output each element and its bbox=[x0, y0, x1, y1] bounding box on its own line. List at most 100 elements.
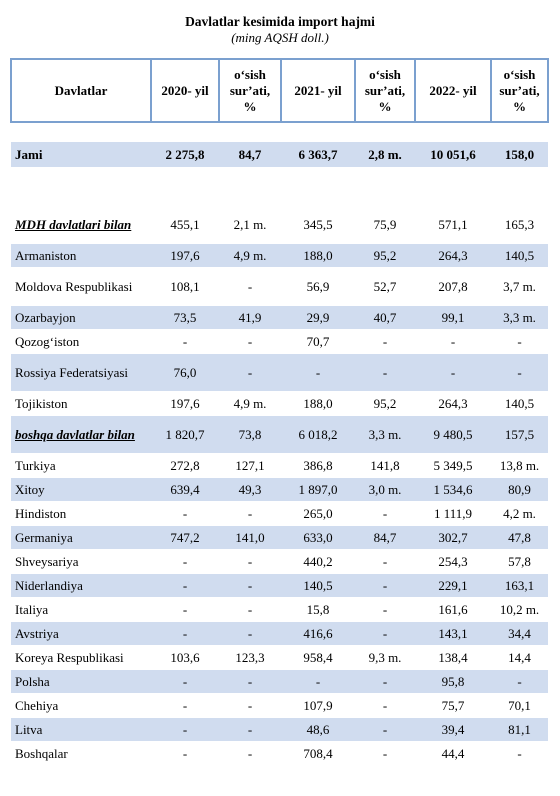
cell-growth-2022: - bbox=[491, 353, 548, 392]
spacer-row bbox=[11, 168, 548, 188]
header-2022: 2022- yil bbox=[414, 58, 492, 123]
total-2020: 2 275,8 bbox=[151, 142, 219, 168]
header-2021: 2021- yil bbox=[280, 58, 356, 123]
cell-value-2022: 75,7 bbox=[415, 693, 491, 718]
group-row: MDH davlatlari bilan 455,1 2,1 m. 345,5 75,9… bbox=[11, 206, 548, 244]
table-row: Italiya - -15,8-161,6 10,2 m. bbox=[11, 597, 548, 622]
cell-growth-2020: 2,1 m. bbox=[219, 206, 281, 244]
cell-value-2022: 302,7 bbox=[415, 525, 491, 550]
cell-value-2020: - bbox=[151, 693, 219, 718]
cell-value-2020: - bbox=[151, 573, 219, 598]
cell-growth-2020: - bbox=[219, 329, 281, 354]
cell-growth-2022: 13,8 m. bbox=[491, 453, 548, 478]
spacer-row bbox=[11, 122, 548, 142]
cell-value-2021: 140,5 bbox=[281, 573, 355, 598]
spacer-row bbox=[11, 187, 548, 206]
table-row: Boshqalar - -708,4-44,4- bbox=[11, 741, 548, 766]
cell-value-2022: 95,8 bbox=[415, 669, 491, 694]
cell-value-2022: 9 480,5 bbox=[415, 415, 491, 454]
cell-value-2021: - bbox=[281, 669, 355, 694]
cell-growth-2020: - bbox=[219, 717, 281, 742]
cell-growth-2021: 9,3 m. bbox=[355, 645, 415, 670]
table-row: Niderlandiya - -140,5-229,1 163,1 bbox=[11, 573, 548, 598]
cell-value-2020: 1 820,7 bbox=[151, 415, 219, 454]
cell-growth-2022: 47,8 bbox=[491, 525, 548, 550]
cell-value-2022: - bbox=[415, 329, 491, 354]
cell-growth-2022: - bbox=[491, 329, 548, 354]
cell-value-2020: - bbox=[151, 501, 219, 526]
cell-value-2020: - bbox=[151, 741, 219, 766]
cell-growth-2021: 95,2 bbox=[355, 391, 415, 416]
table-subtitle: (ming AQSH doll.) bbox=[231, 30, 329, 45]
cell-growth-2021: 52,7 bbox=[355, 267, 415, 306]
cell-value-2020: - bbox=[151, 597, 219, 622]
cell-country: Koreya Respublikasi bbox=[11, 645, 151, 670]
cell-growth-2022: 10,2 m. bbox=[491, 597, 548, 622]
cell-value-2022: 161,6 bbox=[415, 597, 491, 622]
table-row: Armaniston 197,6 4,9 m. 188,0 95,2 264,3 140,5 bbox=[11, 243, 548, 268]
cell-value-2022: 5 349,5 bbox=[415, 453, 491, 478]
cell-growth-2022: 81,1 bbox=[491, 717, 548, 742]
cell-country: Moldova Respublikasi bbox=[11, 267, 151, 306]
cell-growth-2021: 3,0 m. bbox=[355, 477, 415, 502]
table-row: Avstriya - -416,6-143,1 34,4 bbox=[11, 621, 548, 646]
cell-country: Hindiston bbox=[11, 501, 151, 526]
table-row: Germaniya 747,2 141,0 633,0 84,7 302,7 47,8 bbox=[11, 525, 548, 550]
cell-growth-2022: 80,9 bbox=[491, 477, 548, 502]
total-2022: 10 051,6 bbox=[415, 142, 491, 168]
cell-growth-2022: 140,5 bbox=[491, 391, 548, 416]
cell-growth-2022: 34,4 bbox=[491, 621, 548, 646]
total-growth-2021: 2,8 m. bbox=[355, 142, 415, 168]
cell-growth-2021: 75,9 bbox=[355, 206, 415, 244]
cell-value-2021: 6 018,2 bbox=[281, 415, 355, 454]
table-row: Tojikiston 197,6 4,9 m. 188,0 95,2 264,3 140,5 bbox=[11, 391, 548, 416]
cell-value-2021: 70,7 bbox=[281, 329, 355, 354]
cell-growth-2022: - bbox=[491, 669, 548, 694]
table-row: Chehiya - -107,9-75,7 70,1 bbox=[11, 693, 548, 718]
cell-growth-2020: 4,9 m. bbox=[219, 243, 281, 268]
table-row: Xitoy 639,4 49,3 1 897,0 3,0 m. 1 534,6 80,9 bbox=[11, 477, 548, 502]
cell-country: Ozarbayjon bbox=[11, 305, 151, 330]
cell-value-2020: - bbox=[151, 549, 219, 574]
cell-growth-2022: 70,1 bbox=[491, 693, 548, 718]
cell-growth-2022: 140,5 bbox=[491, 243, 548, 268]
cell-value-2022: 99,1 bbox=[415, 305, 491, 330]
cell-country: boshqa davlatlar bilan bbox=[11, 415, 151, 454]
cell-value-2022: 229,1 bbox=[415, 573, 491, 598]
header-2020: 2020- yil bbox=[150, 58, 220, 123]
cell-growth-2021: - bbox=[355, 549, 415, 574]
cell-growth-2021: 95,2 bbox=[355, 243, 415, 268]
cell-growth-2021: - bbox=[355, 353, 415, 392]
cell-growth-2020: - bbox=[219, 549, 281, 574]
cell-growth-2021: - bbox=[355, 329, 415, 354]
cell-growth-2021: 3,3 m. bbox=[355, 415, 415, 454]
cell-value-2022: 254,3 bbox=[415, 549, 491, 574]
cell-growth-2020: - bbox=[219, 573, 281, 598]
cell-country: Italiya bbox=[11, 597, 151, 622]
table-row: Moldova Respublikasi 108,1-56,9 52,7 207,8 3… bbox=[11, 267, 548, 306]
cell-value-2021: 708,4 bbox=[281, 741, 355, 766]
cell-value-2021: 345,5 bbox=[281, 206, 355, 244]
cell-growth-2020: 127,1 bbox=[219, 453, 281, 478]
cell-value-2020: 197,6 bbox=[151, 243, 219, 268]
cell-country: Litva bbox=[11, 717, 151, 742]
table-row: Rossiya Federatsiyasi 76,0- - - - - bbox=[11, 353, 548, 392]
cell-growth-2020: - bbox=[219, 501, 281, 526]
cell-country: Qozog‘iston bbox=[11, 329, 151, 354]
cell-value-2022: 143,1 bbox=[415, 621, 491, 646]
cell-value-2020: 197,6 bbox=[151, 391, 219, 416]
cell-value-2022: 39,4 bbox=[415, 717, 491, 742]
cell-growth-2021: 84,7 bbox=[355, 525, 415, 550]
cell-growth-2022: 157,5 bbox=[491, 415, 548, 454]
cell-country: Turkiya bbox=[11, 453, 151, 478]
cell-value-2020: 73,5 bbox=[151, 305, 219, 330]
cell-growth-2021: - bbox=[355, 501, 415, 526]
cell-growth-2020: - bbox=[219, 597, 281, 622]
cell-value-2022: 1 111,9 bbox=[415, 501, 491, 526]
cell-value-2020: 639,4 bbox=[151, 477, 219, 502]
cell-value-2020: - bbox=[151, 669, 219, 694]
cell-country: Polsha bbox=[11, 669, 151, 694]
cell-value-2020: - bbox=[151, 621, 219, 646]
cell-value-2020: 747,2 bbox=[151, 525, 219, 550]
cell-growth-2022: 165,3 bbox=[491, 206, 548, 244]
